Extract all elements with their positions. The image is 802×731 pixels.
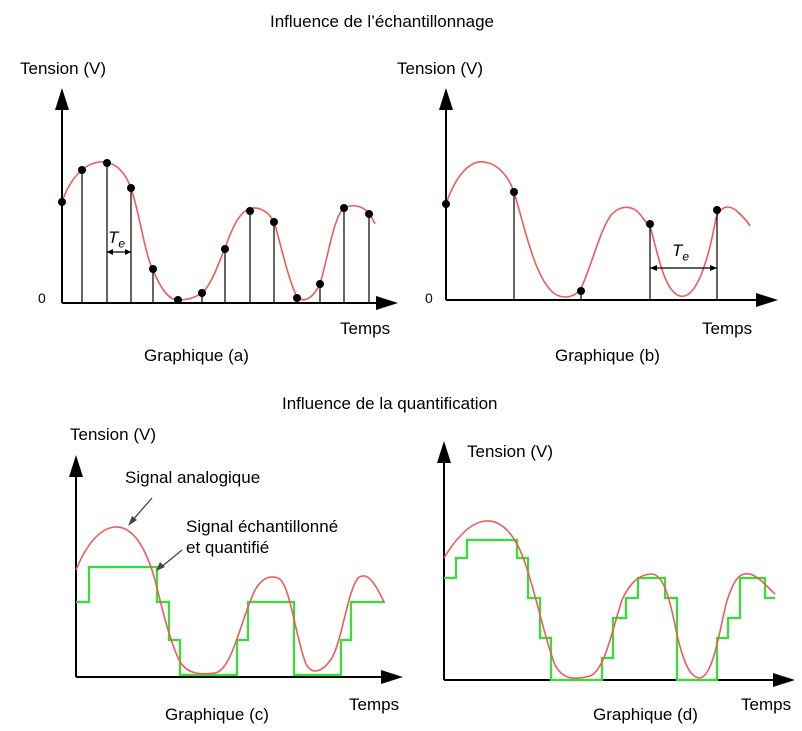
graph-c-xlabel: Temps	[349, 695, 400, 714]
graph-a	[55, 88, 398, 310]
graph-c	[69, 455, 403, 684]
graph-a-zero: 0	[38, 290, 46, 306]
graph-b-xlabel: Temps	[702, 319, 753, 338]
graph-d-y-arrow	[437, 441, 451, 463]
graph-a-sample-stems	[61, 163, 370, 303]
graph-b-sample-stems	[445, 192, 718, 300]
graph-c-ylabel: Tension (V)	[70, 425, 156, 444]
graph-d-ylabel: Tension (V)	[467, 442, 553, 461]
graph-b-ylabel: Tension (V)	[397, 59, 483, 78]
graph-a-caption: Graphique (a)	[144, 346, 249, 365]
graph-b-x-arrow	[756, 293, 778, 307]
graph-c-quantified-signal	[76, 565, 385, 677]
graph-d-analog-signal	[443, 520, 776, 680]
graph-a-xlabel: Temps	[340, 319, 391, 338]
graph-a-sample-points	[58, 159, 373, 304]
graph-a-ylabel: Tension (V)	[20, 59, 106, 78]
annotation-sampled-signal-line2: et quantifié	[186, 538, 270, 557]
sampling-title: Influence de l’échantillonnage	[270, 12, 495, 31]
graph-b-y-arrow	[439, 88, 453, 110]
graph-b-analog-signal	[445, 161, 751, 298]
graph-a-period-arrow	[107, 249, 131, 255]
graph-c-caption: Graphique (c)	[165, 705, 269, 724]
graph-c-x-arrow	[381, 670, 403, 684]
graph-a-period-label: Te	[108, 228, 126, 251]
quantification-title: Influence de la quantification	[282, 394, 498, 413]
graph-d-x-arrow	[773, 673, 795, 687]
graph-b-period-arrow	[650, 265, 717, 271]
graph-d	[437, 441, 795, 687]
graph-a-x-arrow	[376, 296, 398, 310]
annotation-sampled-signal-line1: Signal échantillonné	[186, 517, 339, 536]
graph-b	[439, 88, 778, 307]
annotation-analog-signal: Signal analogique	[125, 468, 261, 487]
graph-c-y-arrow	[69, 455, 83, 477]
graph-a-analog-signal	[61, 161, 376, 301]
graph-b-zero: 0	[425, 290, 433, 306]
graph-a-y-arrow	[55, 88, 69, 110]
graph-b-period-label: Te	[672, 241, 690, 264]
graph-c-analog-signal	[75, 526, 385, 675]
graph-b-sample-points	[442, 188, 721, 295]
graph-c-annotation-arrows	[128, 497, 183, 571]
graph-d-xlabel: Temps	[741, 695, 792, 714]
graph-d-caption: Graphique (d)	[593, 705, 698, 724]
graph-b-caption: Graphique (b)	[555, 346, 660, 365]
graph-d-quantified-signal	[444, 538, 775, 682]
